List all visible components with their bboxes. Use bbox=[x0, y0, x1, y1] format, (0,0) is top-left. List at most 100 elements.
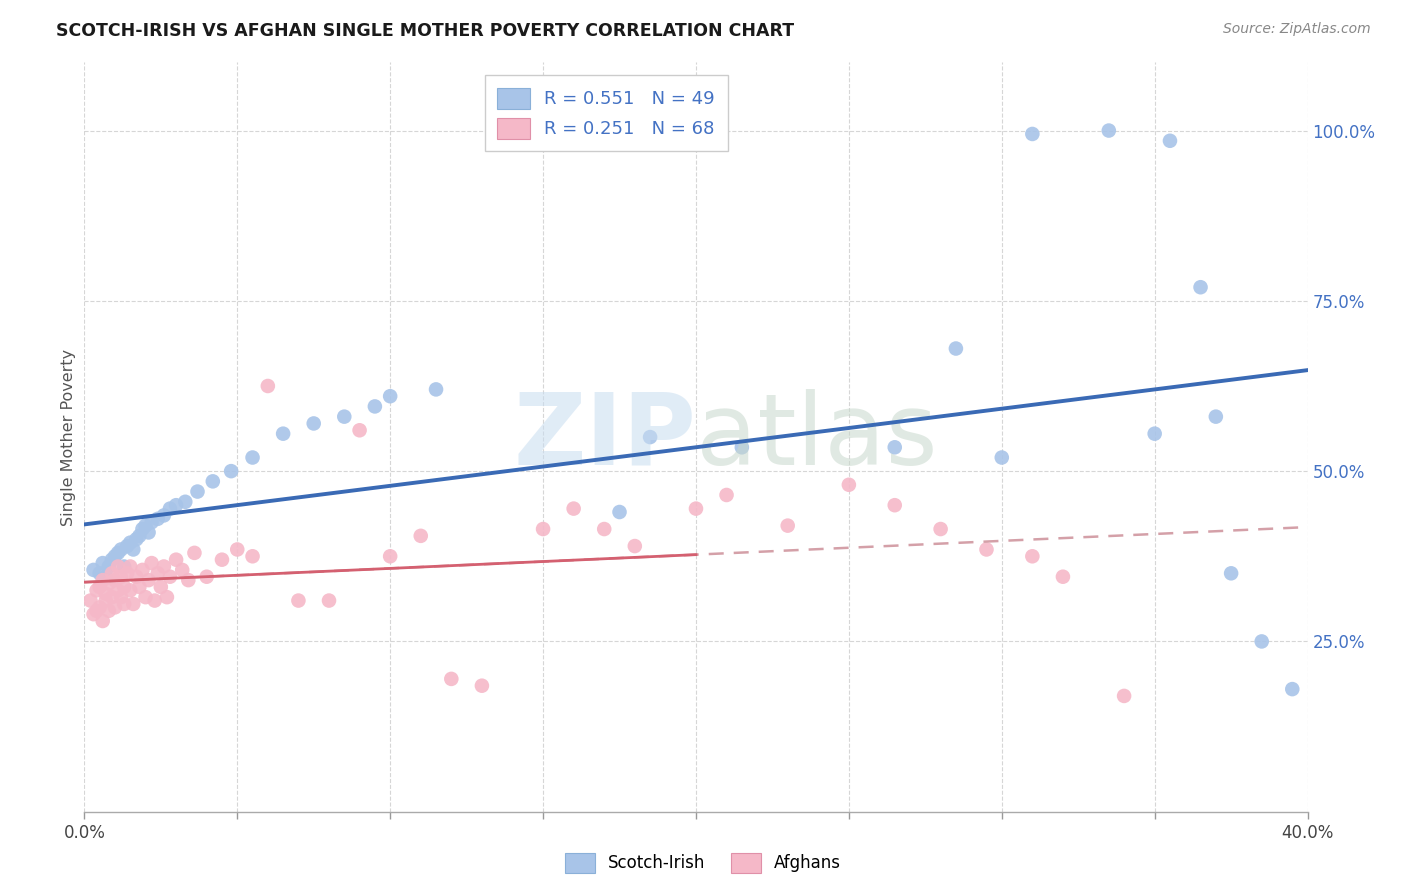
Point bbox=[94, 570, 117, 584]
Point bbox=[135, 518, 157, 533]
Point bbox=[333, 409, 356, 424]
Text: atlas: atlas bbox=[696, 389, 938, 485]
Point bbox=[440, 672, 463, 686]
Point bbox=[89, 600, 111, 615]
Point bbox=[128, 580, 150, 594]
Point bbox=[153, 559, 176, 574]
Point bbox=[211, 552, 233, 566]
Point bbox=[731, 440, 754, 454]
Point bbox=[562, 501, 585, 516]
Point bbox=[91, 573, 114, 587]
Point bbox=[287, 593, 309, 607]
Point bbox=[380, 389, 402, 403]
Point bbox=[172, 563, 194, 577]
Point bbox=[131, 522, 153, 536]
Point bbox=[120, 535, 142, 549]
Point bbox=[138, 573, 160, 587]
Point bbox=[165, 552, 187, 566]
Point bbox=[318, 593, 340, 607]
Point bbox=[271, 426, 294, 441]
Point bbox=[1205, 409, 1227, 424]
Point bbox=[838, 477, 860, 491]
Point bbox=[135, 590, 157, 604]
Point bbox=[91, 614, 114, 628]
Point bbox=[1143, 426, 1166, 441]
Point bbox=[91, 556, 114, 570]
Point bbox=[257, 379, 280, 393]
Point bbox=[79, 593, 101, 607]
Point bbox=[107, 559, 129, 574]
Point bbox=[120, 559, 142, 574]
Point bbox=[991, 450, 1014, 465]
Point bbox=[94, 587, 117, 601]
Point bbox=[593, 522, 616, 536]
Point bbox=[186, 484, 208, 499]
Text: ZIP: ZIP bbox=[513, 389, 696, 485]
Point bbox=[883, 498, 905, 512]
Point bbox=[929, 522, 952, 536]
Point bbox=[125, 533, 148, 547]
Point bbox=[1220, 566, 1243, 581]
Point bbox=[94, 593, 117, 607]
Point bbox=[89, 580, 111, 594]
Point bbox=[195, 570, 218, 584]
Point bbox=[624, 539, 647, 553]
Point bbox=[149, 580, 172, 594]
Point bbox=[1250, 634, 1272, 648]
Point bbox=[112, 597, 135, 611]
Point bbox=[776, 518, 799, 533]
Point bbox=[1114, 689, 1136, 703]
Point bbox=[153, 508, 176, 523]
Legend: Scotch-Irish, Afghans: Scotch-Irish, Afghans bbox=[558, 847, 848, 880]
Point bbox=[143, 593, 166, 607]
Point bbox=[128, 529, 150, 543]
Point bbox=[380, 549, 402, 564]
Point bbox=[1281, 682, 1303, 697]
Point bbox=[159, 501, 181, 516]
Point bbox=[174, 495, 197, 509]
Point bbox=[97, 604, 120, 618]
Point bbox=[97, 576, 120, 591]
Point bbox=[1189, 280, 1212, 294]
Point bbox=[409, 529, 432, 543]
Point bbox=[177, 573, 200, 587]
Point bbox=[122, 542, 145, 557]
Point bbox=[86, 604, 108, 618]
Point bbox=[945, 342, 967, 356]
Point bbox=[638, 430, 661, 444]
Point bbox=[976, 542, 998, 557]
Point bbox=[242, 450, 264, 465]
Point bbox=[112, 559, 135, 574]
Point bbox=[83, 607, 105, 622]
Point bbox=[97, 559, 120, 574]
Point bbox=[125, 570, 148, 584]
Point bbox=[165, 498, 187, 512]
Point bbox=[159, 570, 181, 584]
Point bbox=[107, 546, 129, 560]
Legend: R = 0.551   N = 49, R = 0.251   N = 68: R = 0.551 N = 49, R = 0.251 N = 68 bbox=[485, 75, 728, 152]
Point bbox=[146, 566, 169, 581]
Point bbox=[1159, 134, 1181, 148]
Point bbox=[609, 505, 631, 519]
Point bbox=[104, 573, 127, 587]
Point bbox=[131, 563, 153, 577]
Point bbox=[104, 549, 127, 564]
Point bbox=[1098, 123, 1121, 137]
Point bbox=[120, 583, 142, 598]
Point bbox=[156, 590, 179, 604]
Point bbox=[83, 563, 105, 577]
Point bbox=[716, 488, 738, 502]
Point bbox=[425, 383, 447, 397]
Point bbox=[122, 597, 145, 611]
Point bbox=[115, 566, 138, 581]
Point bbox=[107, 583, 129, 598]
Point bbox=[101, 552, 124, 566]
Point bbox=[349, 423, 371, 437]
Point bbox=[86, 583, 108, 598]
Point bbox=[104, 600, 127, 615]
Point bbox=[101, 566, 124, 581]
Point bbox=[141, 515, 163, 529]
Point bbox=[364, 400, 387, 414]
Point bbox=[1021, 549, 1043, 564]
Point bbox=[89, 566, 111, 581]
